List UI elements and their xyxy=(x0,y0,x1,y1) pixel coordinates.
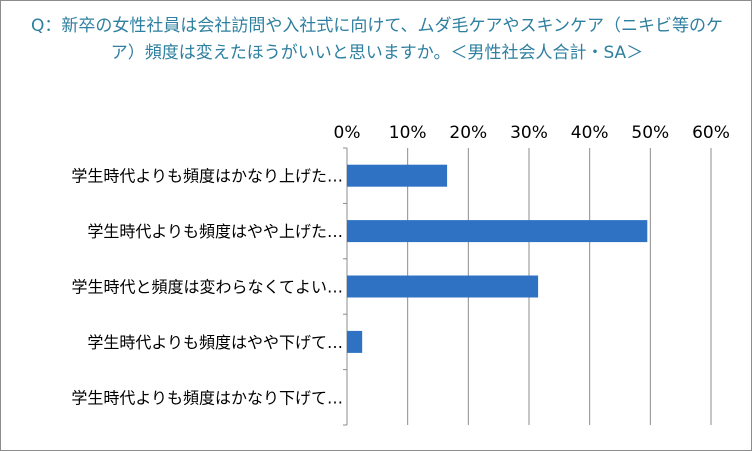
x-tick-label-20: 20% xyxy=(449,123,487,143)
x-tick-label-0: 0% xyxy=(334,123,361,143)
category-label-4: 学生時代よりも頻度はかなり下げて… xyxy=(71,388,343,407)
category-label-0: 学生時代よりも頻度はかなり上げた… xyxy=(71,167,343,186)
bar-0 xyxy=(347,164,448,187)
bar-2 xyxy=(347,275,539,298)
chart-title: Q：新卒の女性社員は会社訪問や入社式に向けて、ムダ毛ケアやスキンケア（ニキビ等の… xyxy=(30,16,724,63)
category-label-3: 学生時代よりも頻度はやや下げて… xyxy=(87,333,343,352)
category-label-2: 学生時代と頻度は変わらなくてよい… xyxy=(71,278,343,297)
bar-3 xyxy=(347,330,363,353)
x-tick-label-10: 10% xyxy=(389,123,427,143)
x-tick-label-50: 50% xyxy=(631,123,669,143)
x-tick-label-40: 40% xyxy=(571,123,609,143)
x-tick-label-60: 60% xyxy=(692,123,730,143)
category-label-1: 学生時代よりも頻度はやや上げた… xyxy=(87,222,343,241)
x-tick-label-30: 30% xyxy=(510,123,548,143)
bar-1 xyxy=(347,220,648,243)
